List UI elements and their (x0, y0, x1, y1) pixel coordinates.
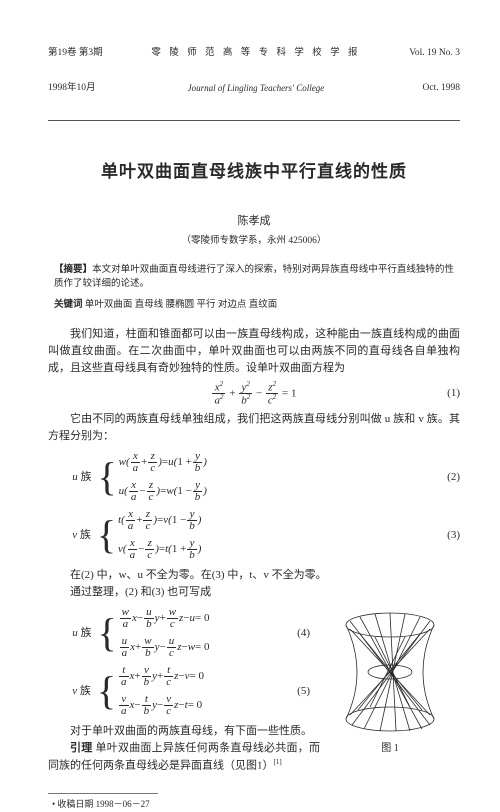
equation-3-v-family: v 族 { t(xa + zc) = v(1 − yb) v(xa − zc) … (48, 509, 460, 561)
paragraph-4: 对于单叶双曲面的两族直母线，有下面一些性质。 (48, 723, 320, 740)
affiliation: （零陵师专数学系，永州 425006） (48, 232, 460, 246)
equation-5-v-family: v 族 { tax + vby + tcz − v = 0 vax − tby … (48, 665, 320, 717)
eq3-number: (3) (447, 527, 460, 544)
body-text: 我们知道，柱面和锥面都可以由一族直母线构成，这种能由一族直线构成的曲面叫做直纹曲… (48, 326, 460, 812)
volume-en: Vol. 19 No. 3 (409, 48, 460, 60)
keywords-label: 关键词 (54, 300, 83, 310)
journal-header: 第19卷 第3期 1998年10月 零 陵 师 范 高 等 专 科 学 校 学 … (48, 24, 460, 121)
lemma-ref: [1] (274, 758, 282, 766)
footnote: • 收稿日期 1998－06－27 (52, 798, 460, 812)
figure-caption: 图 1 (320, 741, 460, 757)
paper-title: 单叶双曲面直母线族中平行直线的性质 (48, 157, 460, 182)
footnote-date: 1998－06－27 (93, 799, 149, 809)
paragraph-3b: 通过整理，(2) 和(3) 也可写成 (48, 584, 460, 601)
figure-1: 图 1 (320, 601, 460, 757)
paragraph-1: 我们知道，柱面和锥面都可以由一族直母线构成，这种能由一族直线构成的曲面叫做直纹曲… (48, 326, 460, 377)
lemma: 引理 单叶双曲面上异族任何两条直母线必共面，而同族的任何两条直母线必是异面直线（… (48, 740, 320, 775)
hyperboloid-icon (330, 607, 450, 737)
abstract: 【摘要】本文对单叶双曲面直母线进行了深入的探索，特别对两异族直母线中平行直线独特… (54, 264, 454, 292)
journal-name-cn: 零 陵 师 范 高 等 专 科 学 校 学 报 (103, 48, 410, 60)
author: 陈孝成 (48, 212, 460, 228)
footnote-label: • 收稿日期 (52, 799, 93, 809)
eq5-number: (5) (297, 683, 310, 700)
eq4-number: (4) (297, 625, 310, 642)
abstract-label: 【摘要】 (54, 265, 92, 275)
date-cn: 1998年10月 (48, 83, 103, 95)
equation-4-u-family: u 族 { wax − uby + wcz − u = 0 uax + wby … (48, 607, 320, 659)
abstract-text: 本文对单叶双曲面直母线进行了深入的探索，特别对两异族直母线中平行直线独特的性质作… (54, 265, 454, 289)
keywords-text: 单叶双曲面 直母线 腰椭圆 平行 对边点 直纹面 (83, 300, 278, 310)
journal-name-en: Journal of Lingling Teachers' College (103, 83, 410, 94)
eq1-number: (1) (447, 385, 460, 402)
eq2-number: (2) (447, 469, 460, 486)
keywords: 关键词 单叶双曲面 直母线 腰椭圆 平行 对边点 直纹面 (54, 296, 454, 310)
paragraph-3a: 在(2) 中，w、u 不全为零。在(3) 中，t、v 不全为零。 (48, 567, 460, 584)
equation-1: x2a2 + y2b2 − z2c2 = 1 (1) (48, 381, 460, 407)
equation-2-u-family: u 族 { w(xa + zc) = u(1 + yb) u(xa − zc) … (48, 451, 460, 503)
lemma-label: 引理 (70, 742, 92, 754)
date-en: Oct. 1998 (409, 83, 460, 95)
paragraph-2: 它由不同的两族直母线单独组成，我们把这两族直母线分别叫做 u 族和 v 族。其方… (48, 411, 460, 445)
volume-cn: 第19卷 第3期 (48, 48, 103, 60)
